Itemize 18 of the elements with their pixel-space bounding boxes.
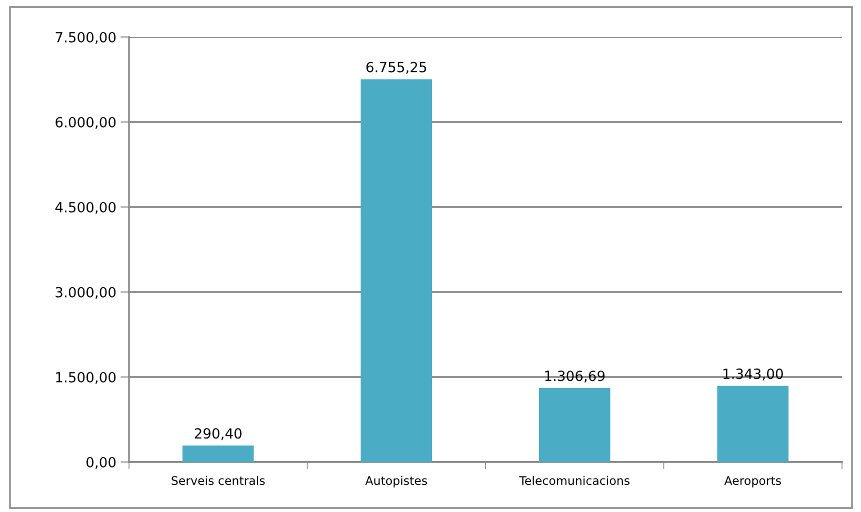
x-tick-label: Telecomunicacions [519, 476, 630, 486]
data-label: 1.306,69 [545, 370, 605, 383]
bar [360, 79, 432, 462]
y-tick-label: 0,00 [86, 456, 116, 469]
x-tick-label: Aeroports [724, 476, 781, 488]
y-tick-label: 6.000,00 [56, 116, 116, 129]
y-tick-label: 1.500,00 [56, 372, 116, 384]
x-tick-label: Autopistes [365, 476, 427, 488]
x-tick-label: Serveis centrals [172, 476, 265, 486]
bar [717, 386, 789, 462]
y-tick-label: 4.500,00 [55, 202, 116, 214]
y-tick-label: 7.500,00 [56, 32, 116, 44]
data-label: 290,40 [194, 428, 242, 440]
y-tick-label: 3.000,00 [56, 286, 116, 299]
bar [538, 388, 610, 462]
data-label: 6.755,25 [366, 62, 426, 74]
data-label: 1.343,00 [723, 368, 783, 380]
bar [182, 446, 254, 462]
